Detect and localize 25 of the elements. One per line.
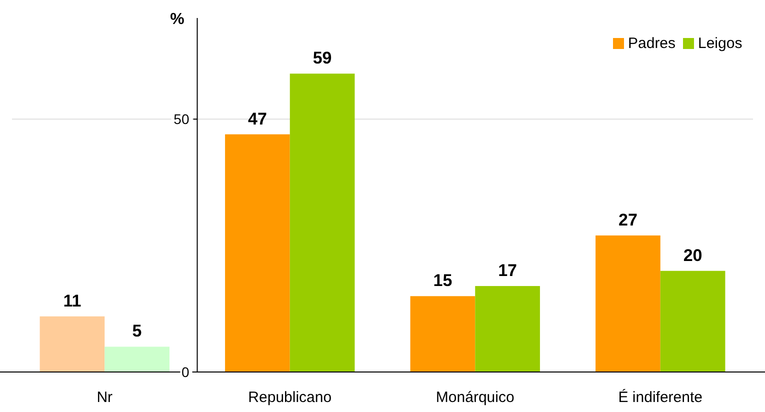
bar <box>410 296 476 372</box>
bar <box>104 346 170 372</box>
legend-label: Leigos <box>698 35 742 52</box>
y-axis-title: % <box>170 11 184 28</box>
data-label: 11 <box>63 291 82 310</box>
x-tick-label: Nr <box>96 389 113 406</box>
y-tick-label: 50 <box>174 111 190 128</box>
data-label: 27 <box>618 210 638 230</box>
data-label: 20 <box>683 246 702 265</box>
data-label: 47 <box>248 109 267 128</box>
bar <box>596 235 660 372</box>
data-label: 59 <box>312 48 332 68</box>
bar <box>290 74 355 372</box>
bar <box>40 316 105 372</box>
data-label: 15 <box>433 271 452 290</box>
x-tick-label: Monárquico <box>436 389 514 406</box>
bar <box>475 286 540 372</box>
x-tick-label: É indiferente <box>618 388 702 406</box>
bar <box>660 270 726 372</box>
data-label: 5 <box>132 322 142 341</box>
x-tick-label: Republicano <box>248 389 332 406</box>
data-label: 17 <box>498 261 518 280</box>
y-tick-label: 0 <box>181 364 190 380</box>
bar <box>225 134 290 372</box>
legend-label: Padres <box>628 35 676 52</box>
